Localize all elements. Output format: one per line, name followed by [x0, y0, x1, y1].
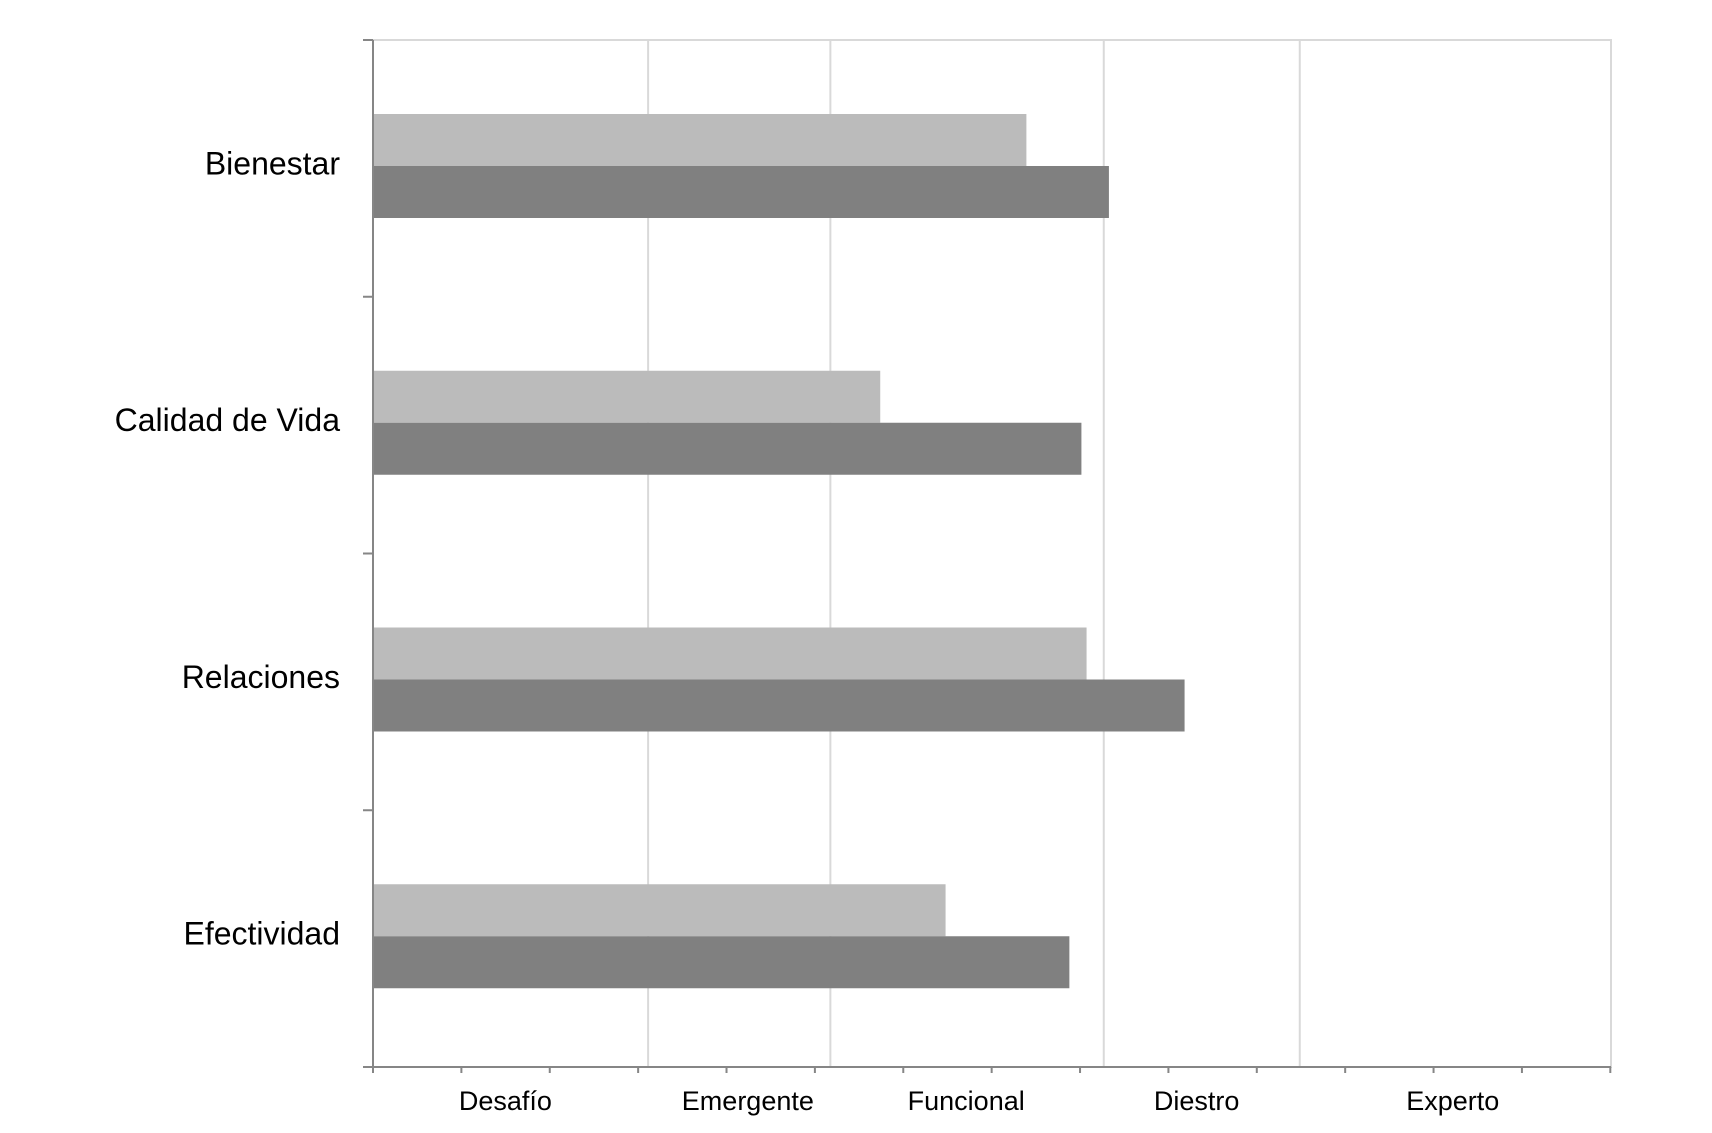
x-tick-label: Diestro	[1154, 1086, 1240, 1116]
bar-efectividad-series-1	[373, 884, 946, 937]
bar-relaciones-series-2	[373, 679, 1185, 732]
bar-bienestar-series-1	[373, 114, 1027, 166]
x-tick-label: Desafío	[459, 1086, 552, 1116]
bar-calidad-de-vida-series-2	[373, 422, 1082, 475]
x-tick-label: Funcional	[908, 1086, 1025, 1116]
category-label: Calidad de Vida	[115, 402, 341, 438]
x-tick-label: Emergente	[682, 1086, 814, 1116]
category-label: Efectividad	[183, 916, 340, 952]
bar-efectividad-series-2	[373, 936, 1070, 989]
bars	[373, 114, 1185, 989]
bar-relaciones-series-1	[373, 627, 1087, 680]
category-label: Relaciones	[182, 659, 340, 695]
bar-calidad-de-vida-series-1	[373, 370, 881, 423]
category-label: Bienestar	[205, 145, 341, 181]
x-tick-label: Experto	[1406, 1086, 1499, 1116]
bar-bienestar-series-2	[373, 166, 1109, 218]
axes	[363, 39, 1612, 1073]
labels: Bienestar Calidad de Vida Relaciones Efecti…	[115, 145, 1500, 1116]
